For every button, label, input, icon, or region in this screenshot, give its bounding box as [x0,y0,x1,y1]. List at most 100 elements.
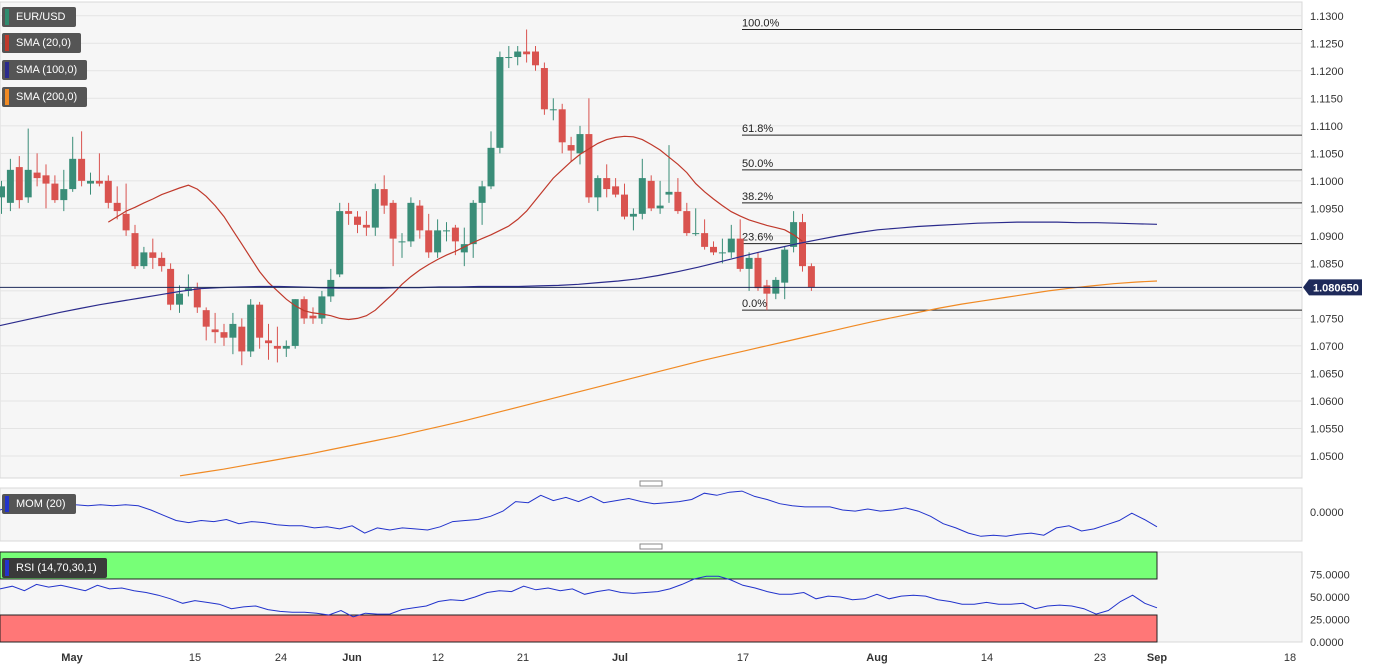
candle-body [416,205,424,231]
x-tick-label: Jul [612,652,628,664]
rsi-y-tick-label: 25.0000 [1310,615,1350,627]
candle-body [567,145,575,151]
rsi-oversold-band [0,614,1158,643]
y-tick-label: 1.1150 [1310,93,1343,105]
legend-sma200[interactable]: SMA (200,0) [2,87,88,107]
candle-body [532,51,539,66]
candle-body [176,293,183,305]
momentum-panel: 0.0000 [0,487,1344,542]
x-tick-label: Jun [342,652,362,664]
candle-body [345,211,353,214]
legend-eurusd[interactable]: EUR/USD [2,7,76,27]
candle-body [113,202,121,212]
rsi-y-tick-label: 75.0000 [1310,570,1350,582]
candle-body [701,233,709,247]
price-panel: 1.0500 1.0550 1.0600 1.0650 1.0700 1.0750 1.08… [0,1,1362,550]
candle-body [425,230,433,253]
candle-body [692,233,700,235]
y-tick-label: 1.0550 [1310,423,1344,435]
y-tick-label: 1.0600 [1310,396,1344,408]
legend-sma20-label: SMA (20,0) [16,37,72,49]
candle-body [0,186,5,198]
candle-body [781,249,789,283]
legend-swatch [5,496,9,512]
candle-body [665,191,673,195]
candle-body [443,230,450,232]
legend-eurusd-label: EUR/USD [16,11,66,23]
candle-body [469,202,477,245]
x-axis: May 15 24 Jun 12 21 Jul 17 Aug 14 23 Sep 18 [61,652,1296,664]
candle-body [87,180,94,184]
candle-body [104,180,112,203]
rsi-y-tick-label: 50.0000 [1310,592,1350,604]
y-tick-label: 1.0500 [1310,451,1344,463]
candle-body [24,169,32,198]
legend-sma200-label: SMA (200,0) [16,91,78,103]
legend-rsi[interactable]: RSI (14,70,30,1) [2,558,107,578]
candle-body [256,304,264,338]
y-tick-label: 1.0750 [1310,313,1344,325]
candle-body [380,189,388,206]
candle-body [291,299,299,346]
candle-body [149,252,157,258]
candle-body [167,268,175,305]
candle-body [69,158,77,190]
candle-body [745,257,753,269]
candle-body [523,51,531,55]
candle-body [211,329,219,333]
candle-body [398,241,406,243]
mom-line [0,490,1158,537]
candle-body [460,244,468,253]
rsi-overbought-band [0,551,1158,580]
candle-body [220,332,228,338]
x-tick-label: 21 [517,652,529,664]
candle-body [603,178,611,190]
candle-body [371,189,379,228]
candle-body [60,189,68,201]
candle-body [505,57,513,59]
candle-body [478,186,486,203]
legend-sma100[interactable]: SMA (100,0) [2,60,88,80]
candle-body [772,279,780,294]
y-tick-label: 1.1000 [1310,176,1344,188]
candle-body [78,158,86,181]
fib-level-label: 23.6% [742,232,773,244]
legend-rsi-label: RSI (14,70,30,1) [16,562,97,574]
x-tick-label: May [61,652,83,664]
candle-body [158,257,166,267]
candle-body [336,211,344,275]
legend-swatch [5,560,9,576]
candle-body [407,202,415,242]
panel-resize-handle [639,543,663,550]
candle-body [273,345,281,349]
sma100-line [0,221,1158,327]
x-tick-label: 23 [1094,652,1106,664]
candle-body [193,288,201,308]
last-price-value: 1.080650 [1313,282,1359,294]
panel-resize-handle [639,480,663,487]
legend-swatch [5,62,9,78]
legend-mom-label: MOM (20) [16,498,66,510]
fib-level-label: 50.0% [742,158,773,170]
fib-level-label: 0.0% [742,298,767,310]
y-tick-label: 1.1250 [1310,38,1344,50]
candle-body [318,296,326,319]
candle-body [656,205,664,209]
legend-swatch [5,89,9,105]
x-tick-label: Aug [866,652,887,664]
x-tick-label: 18 [1284,652,1296,664]
candle-body [799,222,806,267]
legend-mom[interactable]: MOM (20) [2,494,76,514]
fib-level-label: 38.2% [742,191,773,203]
candle-body [514,51,522,58]
y-tick-label: 1.0850 [1310,258,1344,270]
candle-body [238,326,246,352]
candle-body [558,109,566,143]
candle-body [51,183,59,201]
candle-body [389,202,397,239]
legend-sma20[interactable]: SMA (20,0) [2,33,82,53]
y-tick-label: 1.1300 [1310,11,1344,23]
sma20-line [107,135,803,321]
price-plot-area [0,1,1303,479]
